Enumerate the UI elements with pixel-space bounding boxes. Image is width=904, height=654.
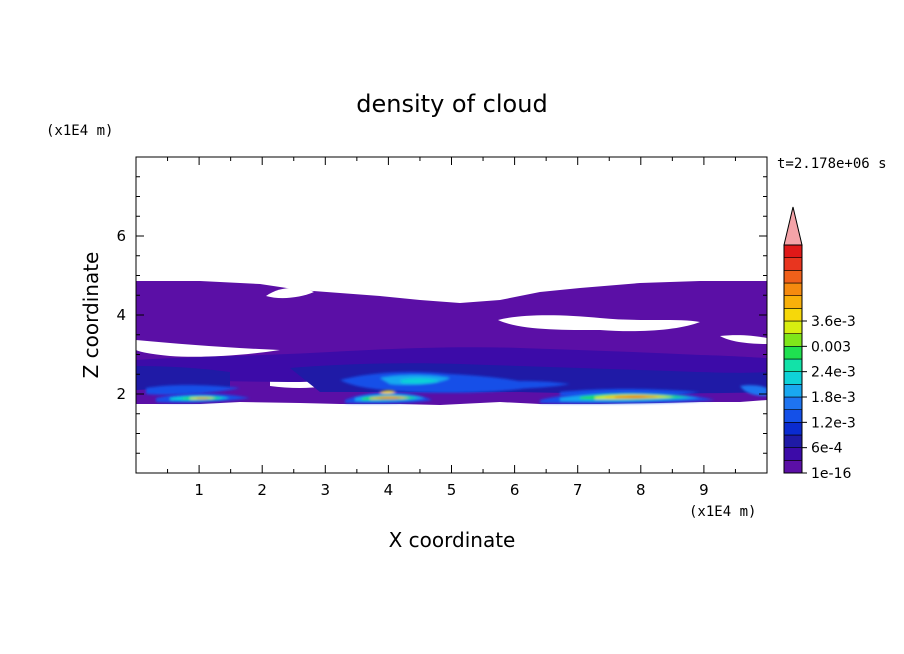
x-unit-label: (x1E4 m) — [689, 504, 756, 520]
colorbar-swatch — [783, 346, 803, 360]
y-axis-label: Z coordinate — [79, 252, 103, 379]
x-tick-label: 5 — [447, 481, 457, 499]
colorbar-overflow-arrow — [783, 206, 803, 246]
colorbar-label: 0.003 — [811, 339, 851, 355]
x-axis-label: X coordinate — [389, 528, 516, 552]
colorbar-swatch — [783, 320, 803, 334]
colorbar-label: 3.6e-3 — [811, 314, 856, 330]
time-label: t=2.178e+06 s — [777, 156, 887, 172]
y-axis-ticks: 2 4 6 — [116, 156, 767, 474]
colorbar-swatch — [783, 282, 803, 296]
x-tick-label: 4 — [384, 481, 394, 499]
density-core-3 — [540, 391, 715, 404]
y-tick-label: 2 — [116, 385, 126, 403]
density-core-1 — [156, 393, 250, 403]
colorbar: 1e-16 6e-4 1.2e-3 1.8e-3 2.4e-3 0.003 3.6e-3 — [783, 206, 856, 482]
colorbar-label: 1.8e-3 — [811, 390, 856, 406]
colorbar-swatch — [783, 308, 803, 322]
cloud-gap — [266, 287, 314, 299]
cloud-gap — [720, 335, 767, 344]
cloud-gap — [498, 315, 700, 332]
x-tick-label: 1 — [194, 481, 204, 499]
colorbar-swatch — [783, 396, 803, 410]
colorbar-swatch — [783, 371, 803, 385]
colorbar-label: 1.2e-3 — [811, 415, 856, 431]
x-tick-label: 7 — [573, 481, 583, 499]
density-core-2 — [345, 390, 432, 404]
colorbar-swatch — [783, 244, 803, 258]
cloud-field — [136, 281, 767, 405]
y-tick-label: 6 — [116, 227, 126, 245]
colorbar-swatch — [783, 333, 803, 347]
y-tick-label: 4 — [116, 306, 126, 324]
mid-band-layer — [136, 366, 230, 390]
x-tick-label: 9 — [699, 481, 709, 499]
x-axis-ticks: 1 2 3 4 5 6 7 8 9 — [135, 157, 768, 499]
colorbar-swatch — [783, 409, 803, 423]
x-tick-label: 8 — [636, 481, 646, 499]
colorbar-label: 2.4e-3 — [811, 365, 856, 381]
cloud-gap — [136, 340, 280, 357]
colorbar-swatch — [783, 460, 803, 474]
y-unit-label: (x1E4 m) — [46, 123, 113, 139]
x-tick-label: 6 — [510, 481, 520, 499]
colorbar-frame — [783, 244, 803, 474]
colorbar-swatch — [783, 434, 803, 448]
chart-title: density of cloud — [356, 90, 547, 118]
x-tick-label: 2 — [257, 481, 267, 499]
colorbar-swatch — [783, 447, 803, 461]
colorbar-swatch — [783, 422, 803, 436]
colorbar-swatch — [783, 358, 803, 372]
colorbar-swatch — [783, 384, 803, 398]
colorbar-swatch — [783, 257, 803, 271]
x-tick-label: 3 — [321, 481, 331, 499]
colorbar-label: 6e-4 — [811, 441, 843, 457]
colorbar-swatch — [783, 295, 803, 309]
colorbar-label: 1e-16 — [811, 466, 851, 482]
colorbar-swatch — [783, 270, 803, 284]
